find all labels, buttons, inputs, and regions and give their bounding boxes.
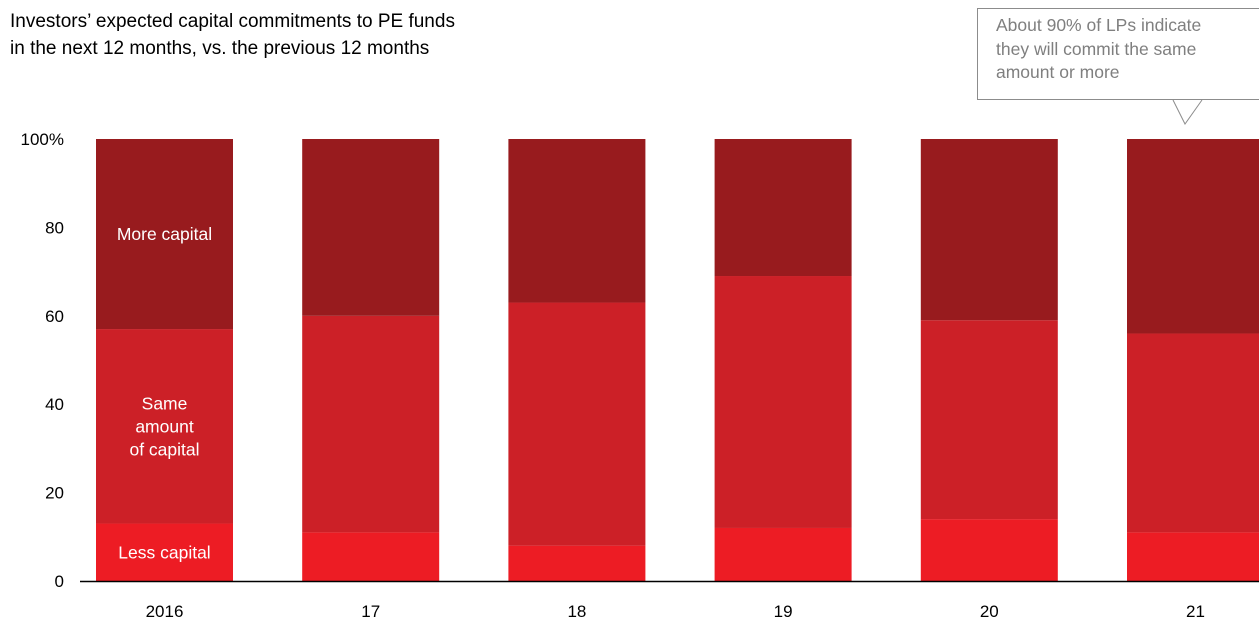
x-tick-label: 19 [774,602,793,621]
segment-label-less: Less capital [118,542,210,562]
chart-title-block: Investors’ expected capital commitments … [10,8,455,62]
x-tick-label: 2016 [146,602,184,621]
chart-title: Investors’ expected capital commitments … [10,11,455,32]
y-tick-label: 40 [45,395,64,414]
bar-segment-same-capital [920,320,1058,520]
callout-line: amount or more [996,62,1120,82]
callout-box: About 90% of LPs indicate they will comm… [977,8,1259,100]
segment-label-same: amount [135,416,194,436]
x-tick-label: 21 [1186,602,1205,621]
segment-labels: Less capital Same amount of capital More cap… [117,224,212,562]
x-axis-labels: 2016 17 18 19 20 21 [146,602,1205,621]
bar-segment-less-capital [96,523,233,581]
bar-segment-same-capital [508,302,646,546]
bar-segment-more-capital [714,139,852,277]
x-tick-label: 17 [361,602,380,621]
segment-label-same: Same [142,393,188,413]
bar-segment-more-capital [508,139,646,303]
callout-pointer [1172,99,1203,125]
segment-label-same: of capital [129,439,199,459]
bar-segment-more-capital [920,139,1058,321]
bar-segment-more-capital [1127,139,1259,334]
y-tick-label: 60 [45,307,64,326]
y-tick-label: 20 [45,484,64,503]
segment-label-more: More capital [117,224,212,244]
y-tick-label: 80 [45,218,64,237]
bar-segment-same-capital [96,329,233,524]
callout-line: About 90% of LPs indicate [996,15,1202,35]
y-tick-label: 100% [21,130,64,149]
bar-segment-more-capital [96,139,233,330]
bar-segment-less-capital [920,519,1058,581]
bar-segment-less-capital [714,527,852,581]
x-tick-label: 18 [567,602,586,621]
bar-segment-same-capital [1127,333,1259,533]
y-tick-label: 0 [55,572,64,591]
bars-layer [96,139,1259,581]
bar-segment-more-capital [302,139,440,316]
bar-segment-less-capital [508,545,646,581]
bar-segment-same-capital [714,276,852,528]
bar-segment-less-capital [302,532,440,581]
bar-segment-same-capital [302,315,440,533]
callout-line: they will commit the same [996,38,1197,59]
chart-subtitle: in the next 12 months, vs. the previous … [10,38,430,59]
x-tick-label: 20 [980,602,999,621]
bar-segment-less-capital [1127,532,1259,581]
y-axis-labels: 100% 80 60 40 20 0 [21,130,64,591]
